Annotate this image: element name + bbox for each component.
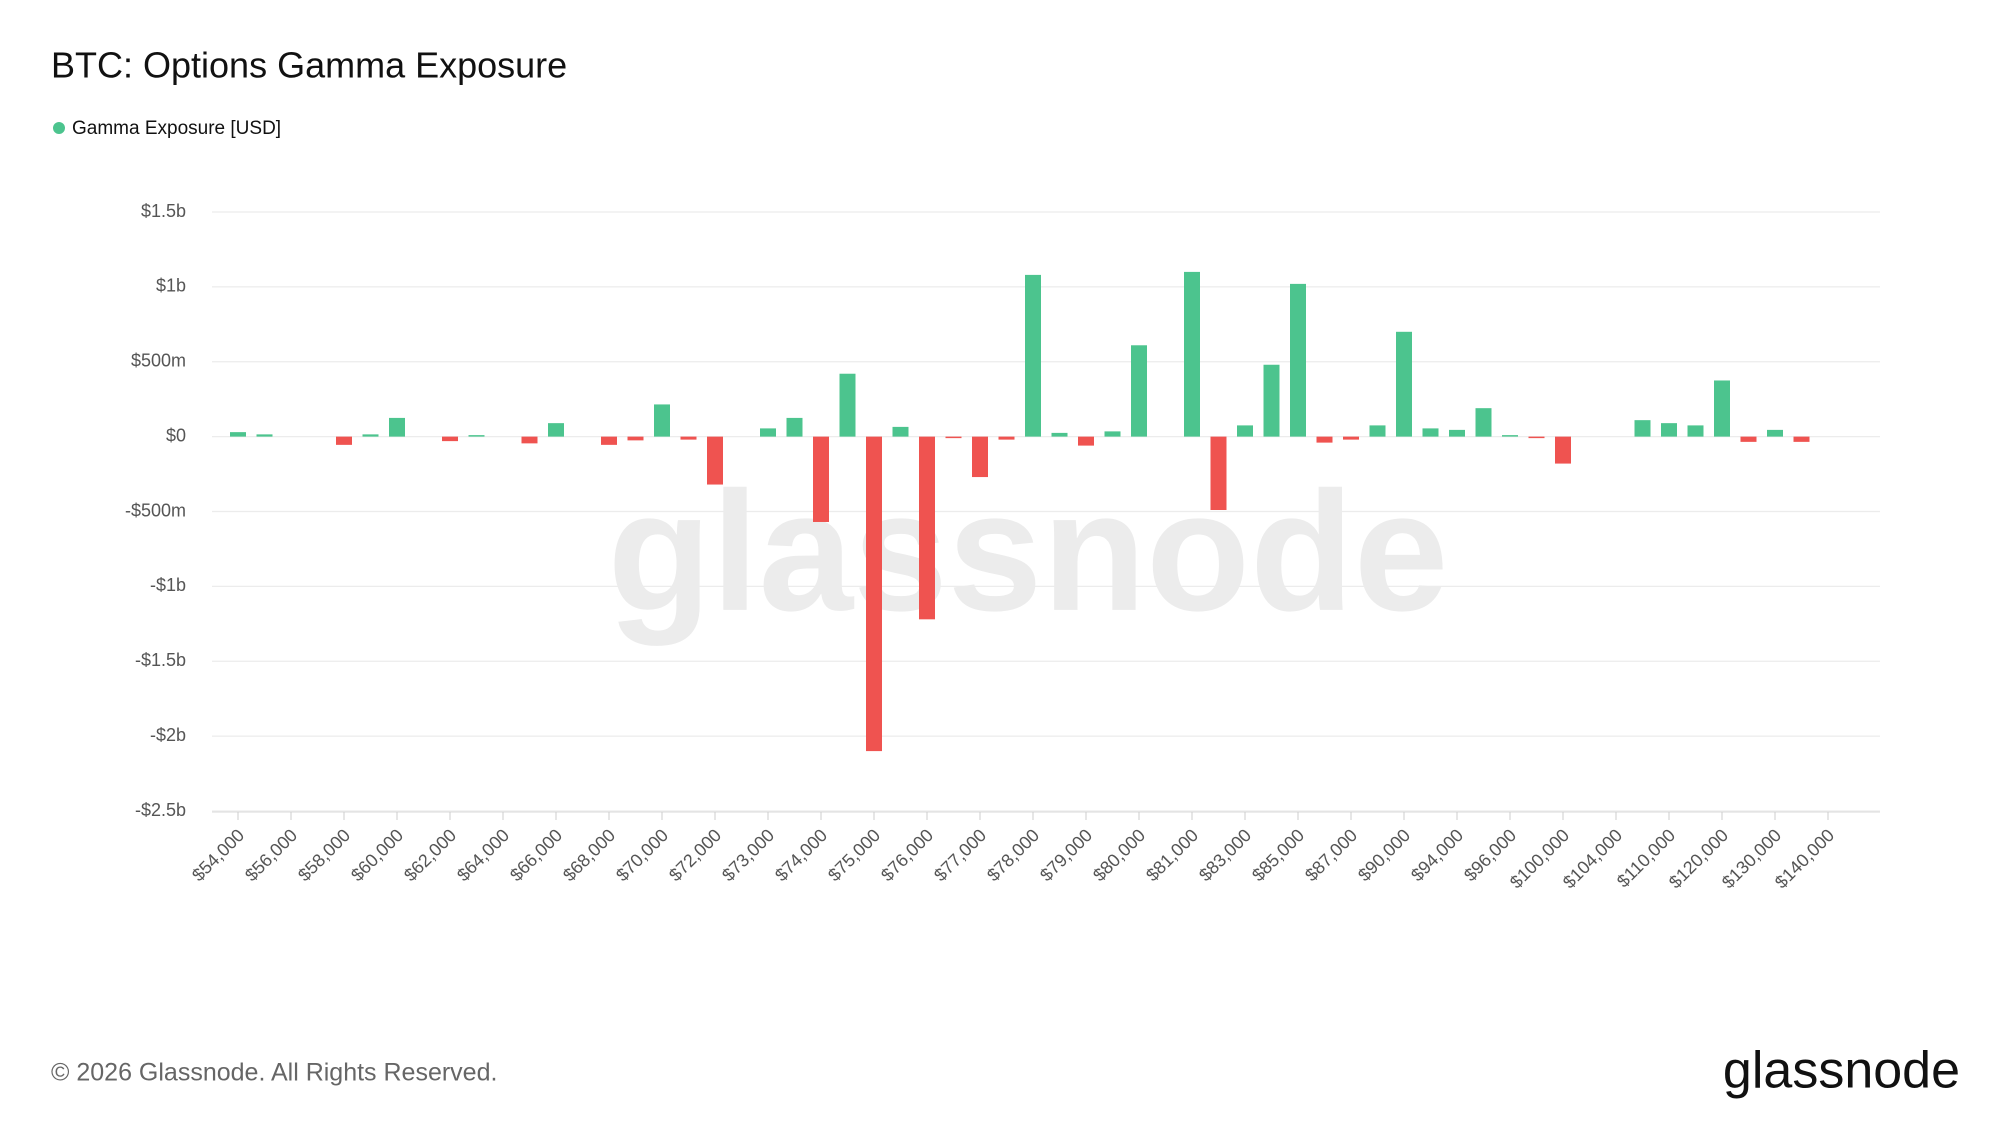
x-tick-label: $77,000: [930, 825, 990, 885]
x-tick-label: $75,000: [824, 825, 884, 885]
legend-label: Gamma Exposure [USD]: [72, 118, 281, 139]
y-tick-label: -$2b: [150, 725, 186, 745]
bar: [389, 417, 405, 437]
bar: [521, 436, 538, 444]
y-tick-label: -$1.5b: [135, 650, 186, 670]
bar: [1740, 436, 1757, 442]
logo: glassnode: [1723, 1042, 1960, 1100]
x-tick-label: $73,000: [718, 825, 778, 885]
bar: [336, 436, 352, 445]
x-tick-label: $56,000: [241, 825, 301, 885]
bar: [256, 434, 273, 437]
bar: [1131, 345, 1147, 437]
bar: [1237, 425, 1253, 437]
x-tick-label: $85,000: [1248, 825, 1308, 885]
bar: [468, 435, 485, 437]
bar: [680, 436, 697, 440]
bar: [1210, 436, 1227, 511]
chart-title: BTC: Options Gamma Exposure: [51, 45, 567, 86]
x-tick-label: $79,000: [1036, 825, 1096, 885]
x-tick-label: $94,000: [1407, 825, 1467, 885]
x-tick-label: $87,000: [1301, 825, 1361, 885]
x-tick-label: $68,000: [559, 825, 619, 885]
footer: © 2026 Glassnode. All Rights Reserved.: [51, 1059, 497, 1087]
bar: [654, 404, 670, 437]
bar: [972, 436, 988, 478]
bar: [1343, 436, 1359, 440]
bar: [1051, 432, 1068, 437]
x-tick-label: $81,000: [1142, 825, 1202, 885]
x-tick-label: $90,000: [1354, 825, 1414, 885]
x-tick-label: $74,000: [771, 825, 831, 885]
x-tick-label: $60,000: [347, 825, 407, 885]
x-tick-label: $70,000: [612, 825, 672, 885]
bar: [1475, 408, 1492, 437]
bar: [1767, 429, 1783, 437]
watermark: glassnode: [608, 457, 1449, 647]
bar: [998, 436, 1015, 440]
bar: [919, 436, 935, 620]
x-tick-label: $72,000: [665, 825, 725, 885]
bar: [362, 434, 379, 437]
bar: [1634, 420, 1651, 437]
x-tick-label: $83,000: [1195, 825, 1255, 885]
bar: [1422, 428, 1439, 437]
bar: [1661, 423, 1677, 437]
bar: [760, 428, 776, 437]
bar: [601, 436, 617, 445]
x-tick-label: $54,000: [188, 825, 248, 885]
bar: [866, 436, 882, 752]
bar: [1396, 331, 1412, 437]
bar: [442, 436, 458, 442]
bar: [627, 436, 644, 441]
bar: [1449, 429, 1465, 437]
x-tick-label: $78,000: [983, 825, 1043, 885]
bar: [813, 436, 829, 522]
bar: [548, 423, 564, 437]
bar: [1793, 436, 1810, 442]
bar: [839, 373, 856, 437]
bar: [1078, 436, 1094, 446]
x-tick-label: $64,000: [453, 825, 513, 885]
x-tick-label: $62,000: [400, 825, 460, 885]
bar: [945, 436, 962, 439]
bar: [1528, 436, 1545, 439]
y-tick-label: -$1b: [150, 575, 186, 595]
y-tick-label: -$500m: [125, 500, 186, 520]
bar: [1687, 425, 1704, 437]
bar: [1316, 436, 1333, 443]
bar: [1025, 274, 1041, 437]
legend-swatch: [53, 122, 65, 134]
y-tick-label: $1.5b: [141, 201, 186, 221]
y-tick-label: $1b: [156, 276, 186, 296]
x-tick-label: $66,000: [506, 825, 566, 885]
bar: [707, 436, 723, 485]
bar: [1104, 431, 1121, 437]
bar: [786, 417, 803, 437]
x-tick-label: $80,000: [1089, 825, 1149, 885]
bar: [230, 432, 246, 437]
bar: [1714, 380, 1730, 437]
bar: [1263, 364, 1280, 437]
y-tick-label: -$2.5b: [135, 800, 186, 820]
bar: [1555, 436, 1571, 464]
bar: [1369, 425, 1386, 437]
bar: [1502, 435, 1518, 437]
x-tick-label: $76,000: [877, 825, 937, 885]
y-tick-label: $500m: [131, 351, 186, 371]
bar: [1290, 283, 1306, 437]
bar: [892, 426, 909, 437]
bar: [1184, 271, 1200, 437]
y-tick-label: $0: [166, 425, 186, 445]
x-tick-label: $58,000: [294, 825, 354, 885]
